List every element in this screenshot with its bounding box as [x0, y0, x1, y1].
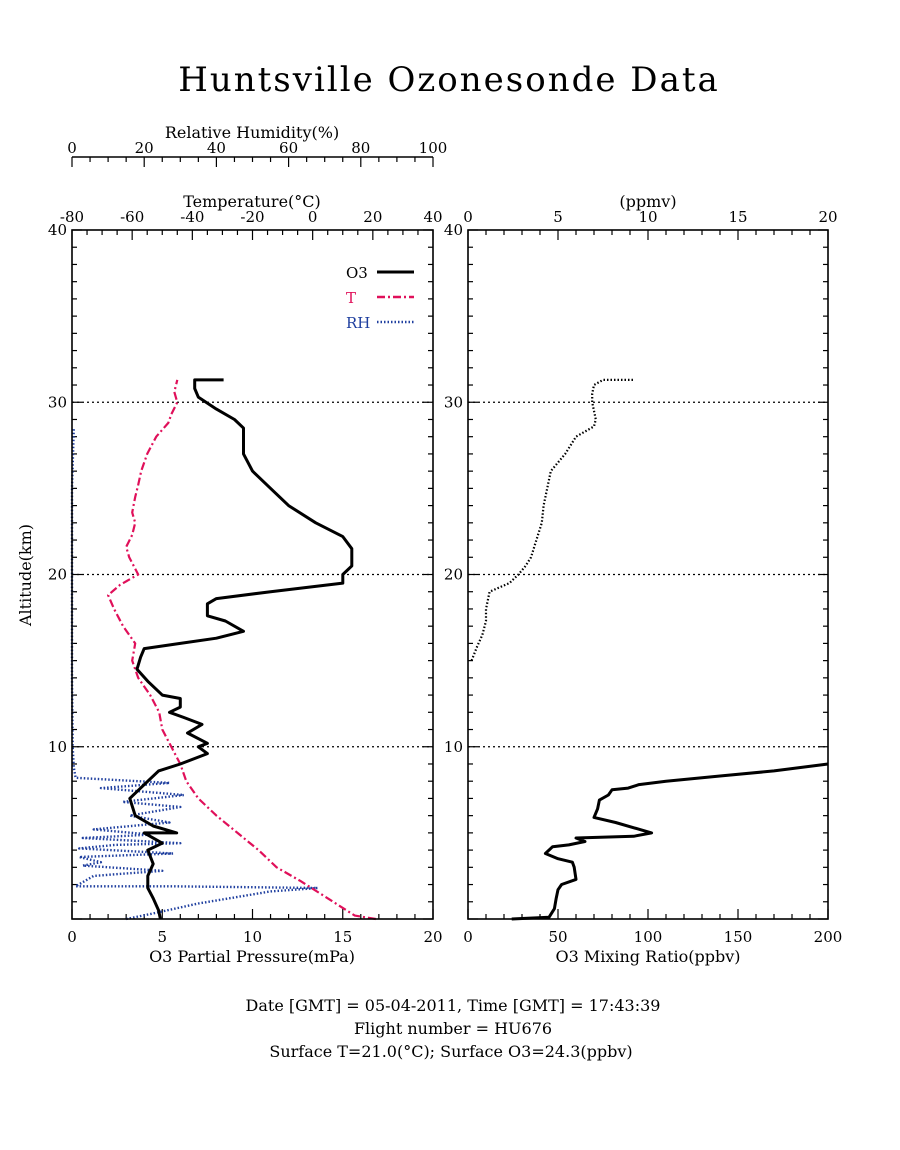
- rh-tick-label: 40: [207, 139, 226, 157]
- ppmv-tick-label: 0: [463, 208, 473, 226]
- left-tick-marks: [71, 157, 434, 920]
- left-series-group: [70, 378, 376, 921]
- mixing-ratio-tick-label: 200: [814, 928, 843, 946]
- rh-tick-label: 100: [419, 139, 448, 157]
- ppmv-axis-title: (ppmv): [619, 192, 676, 211]
- rh-tick-label: 0: [67, 139, 77, 157]
- surface-values-line: Surface T=21.0(°C); Surface O3=24.3(ppbv…: [269, 1042, 632, 1061]
- y-tick-label: 20: [48, 566, 67, 584]
- y-tick-label: 40: [444, 221, 463, 239]
- legend: O3 T RH: [346, 264, 414, 332]
- series-low-mixing-ratio-line: [470, 378, 634, 662]
- y-tick-label: 30: [444, 393, 463, 411]
- flight-number-line: Flight number = HU676: [354, 1019, 552, 1038]
- altitude-axis-title: Altitude(km): [16, 524, 35, 627]
- o3-pressure-tick-label: 20: [423, 928, 442, 946]
- right-plot-frame: [467, 229, 829, 920]
- rh-axis-title: Relative Humidity(%): [165, 123, 339, 142]
- o3-pressure-tick-label: 15: [333, 928, 352, 946]
- o3-pressure-tick-label: 5: [157, 928, 167, 946]
- left-plot-frame: [71, 229, 434, 920]
- mixing-ratio-tick-label: 50: [548, 928, 567, 946]
- y-tick-label: 20: [444, 566, 463, 584]
- legend-label-rh: RH: [346, 314, 370, 332]
- o3-pressure-tick-label: 0: [67, 928, 77, 946]
- chart-title: Huntsville Ozonesonde Data: [178, 60, 720, 100]
- y-tick-label: 40: [48, 221, 67, 239]
- temperature-axis-title: Temperature(°C): [183, 192, 321, 211]
- legend-item-t: T: [346, 289, 414, 307]
- legend-label-o3: O3: [346, 264, 368, 282]
- ppmv-tick-label: 5: [553, 208, 563, 226]
- left-gridlines: [72, 401, 433, 748]
- series-rh-line: [70, 428, 319, 921]
- series-t-line: [106, 379, 376, 921]
- mixing-ratio-tick-label: 100: [634, 928, 663, 946]
- rh-tick-label: 20: [135, 139, 154, 157]
- temperature-tick-label: 20: [363, 208, 382, 226]
- right-gridlines: [468, 401, 828, 748]
- legend-label-t: T: [346, 289, 356, 307]
- ppmv-tick-label: 15: [728, 208, 747, 226]
- y-tick-label: 10: [444, 738, 463, 756]
- temperature-tick-label: 40: [423, 208, 442, 226]
- temperature-tick-label: -60: [120, 208, 144, 226]
- series-o3-line: [128, 378, 354, 920]
- legend-item-rh: RH: [346, 314, 414, 332]
- o3-mixing-ratio-axis-title: O3 Mixing Ratio(ppbv): [555, 947, 740, 966]
- rh-tick-label: 60: [279, 139, 298, 157]
- o3-pressure-axis-title: O3 Partial Pressure(mPa): [149, 947, 355, 966]
- temperature-tick-label: -20: [240, 208, 264, 226]
- series-mixing-ratio-line: [511, 762, 829, 921]
- ppmv-tick-label: 20: [818, 208, 837, 226]
- temperature-tick-label: 0: [308, 208, 318, 226]
- right-series-group: [470, 378, 829, 921]
- y-tick-label: 10: [48, 738, 67, 756]
- date-time-line: Date [GMT] = 05-04-2011, Time [GMT] = 17…: [246, 996, 661, 1015]
- temperature-tick-label: -80: [60, 208, 84, 226]
- o3-pressure-tick-label: 10: [243, 928, 262, 946]
- y-tick-label: 30: [48, 393, 67, 411]
- mixing-ratio-tick-label: 0: [463, 928, 473, 946]
- flight-info: Date [GMT] = 05-04-2011, Time [GMT] = 17…: [246, 996, 661, 1061]
- left-tick-labels: 10 20 30 40 0 5 10 15 20 -80 -60 -40 -20 0 20 40 0 20 40 60…: [48, 139, 447, 946]
- mixing-ratio-tick-label: 150: [724, 928, 753, 946]
- ppmv-tick-label: 10: [638, 208, 657, 226]
- left-panel: 10 20 30 40 0 5 10 15 20 -80 -60 -40 -20 0 20 40 0 20 40 60…: [16, 123, 447, 966]
- legend-item-o3: O3: [346, 264, 414, 282]
- temperature-tick-label: -40: [180, 208, 204, 226]
- rh-tick-label: 80: [351, 139, 370, 157]
